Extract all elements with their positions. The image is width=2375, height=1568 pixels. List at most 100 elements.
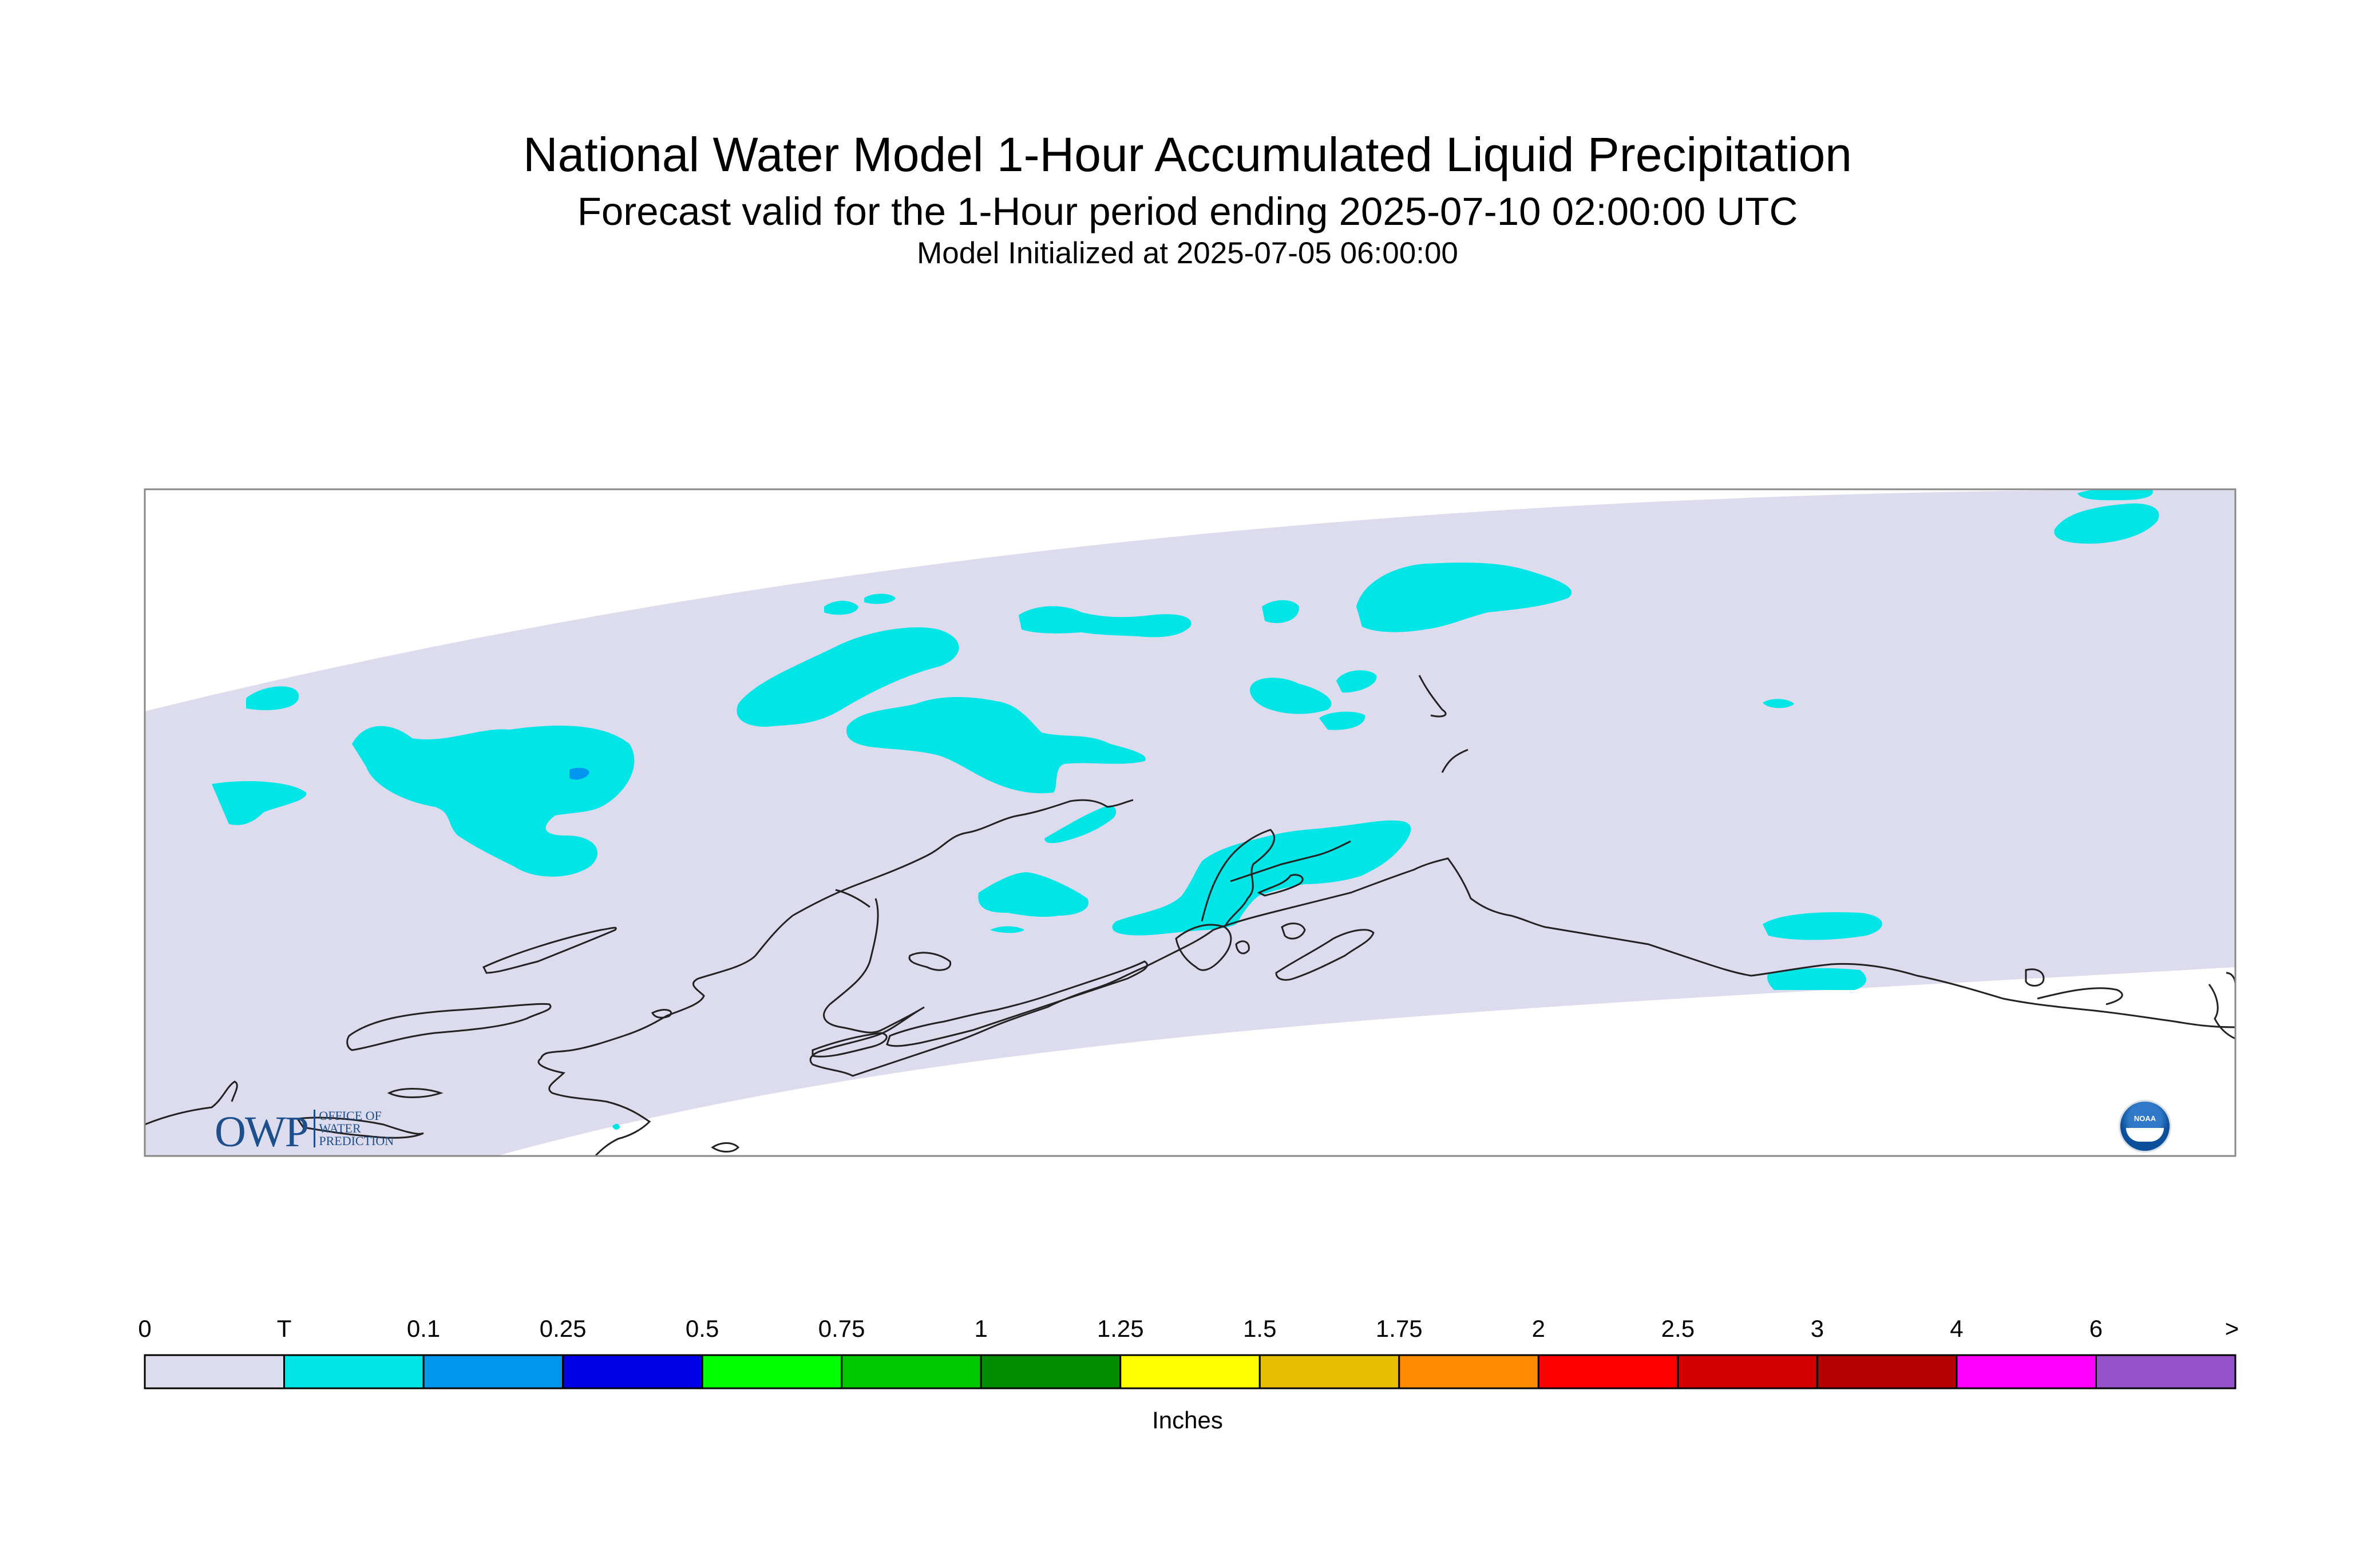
precip-area-light <box>569 767 589 780</box>
precip-area <box>1319 711 1365 730</box>
coastline <box>908 952 952 971</box>
noaa-logo-wave <box>2126 1128 2164 1142</box>
coastline <box>1418 675 1447 718</box>
precip-area <box>1336 670 1377 693</box>
coastline <box>537 1058 651 1156</box>
legend-tick-label: 1 <box>974 1315 988 1342</box>
coastline <box>1275 929 1375 981</box>
coastline <box>1213 857 2235 1028</box>
legend-color-box <box>1258 1354 1400 1389</box>
precip-area <box>1019 606 1192 638</box>
legend-color-box <box>841 1354 982 1389</box>
precip-area <box>978 872 1088 917</box>
coastline <box>1257 874 1304 897</box>
noaa-logo: NOAA <box>2119 1100 2171 1153</box>
precip-area <box>737 627 959 727</box>
legend-tick-label: 0.25 <box>539 1315 587 1342</box>
chart-title: National Water Model 1-Hour Accumulated … <box>522 128 1852 181</box>
precip-area <box>352 725 635 877</box>
coastline <box>1281 922 1306 940</box>
coastline <box>809 898 1214 1077</box>
precip-area <box>1763 699 1794 708</box>
coastline <box>346 1003 552 1051</box>
chart-subtitle: Forecast valid for the 1-Hour period end… <box>577 189 1798 233</box>
precip-area <box>824 600 858 615</box>
precip-area <box>1112 820 1411 936</box>
coastline <box>145 1080 238 1126</box>
precip-area <box>1767 968 1866 990</box>
precip-area <box>246 686 299 710</box>
legend-color-box <box>1956 1354 2097 1389</box>
legend-color-box <box>980 1354 1122 1389</box>
precip-area <box>212 781 307 825</box>
coastline <box>835 889 870 908</box>
legend-tick-label: 3 <box>1810 1315 1824 1342</box>
owp-logo-subtext: OFFICE OF WATER PREDICTION <box>314 1110 394 1147</box>
color-legend <box>144 1354 2237 1389</box>
legend-tick-label: > <box>2224 1315 2239 1342</box>
legend-tick-label: 0.1 <box>406 1315 441 1342</box>
coastline <box>2226 972 2235 985</box>
coastline <box>2025 968 2045 987</box>
coastline <box>1201 829 1275 928</box>
precip-trace-areas <box>212 489 2159 1130</box>
legend-color-box <box>2095 1354 2237 1389</box>
owp-logo-text: OWP <box>215 1108 309 1156</box>
precip-area <box>846 697 1146 794</box>
legend-tick-label: 2 <box>1531 1315 1546 1342</box>
coastline <box>711 1142 740 1153</box>
map-frame <box>144 488 2237 1157</box>
coastline <box>296 1116 424 1139</box>
legend-units-label: Inches <box>1152 1407 1223 1434</box>
precip-area <box>1356 563 1572 632</box>
coastline <box>482 926 617 974</box>
legend-tick-label: 0 <box>138 1315 152 1342</box>
coastline <box>2037 987 2123 1005</box>
legend-color-box <box>1816 1354 1958 1389</box>
coastline <box>886 960 1149 1047</box>
legend-color-box <box>1398 1354 1539 1389</box>
legend-color-box <box>283 1354 425 1389</box>
coastline <box>1175 924 1232 971</box>
coastline <box>792 799 1134 917</box>
precip-area <box>1044 805 1117 844</box>
legend-color-box <box>701 1354 843 1389</box>
chart-init-time: Model Initialized at 2025-07-05 06:00:00 <box>917 236 1458 270</box>
coastline <box>651 1009 672 1019</box>
coastline <box>387 1088 444 1098</box>
legend-color-box <box>144 1354 286 1389</box>
coastline <box>812 1032 888 1058</box>
legend-tick-label: 1.75 <box>1375 1315 1423 1342</box>
coastline <box>540 914 793 1059</box>
precip-area <box>990 926 1024 933</box>
legend-color-box <box>1119 1354 1261 1389</box>
legend-tick-label: T <box>276 1315 292 1342</box>
precip-area <box>1262 600 1300 623</box>
legend-color-box <box>422 1354 564 1389</box>
legend-color-box <box>1537 1354 1679 1389</box>
precip-area <box>2054 503 2159 544</box>
precip-area <box>1763 912 1882 940</box>
noaa-logo-text: NOAA <box>2133 1114 2156 1123</box>
precip-area <box>1250 678 1332 714</box>
legend-color-box <box>1677 1354 1818 1389</box>
legend-tick-label: 0.75 <box>818 1315 865 1342</box>
precip-area <box>2077 489 2153 501</box>
owp-logo: OWP OFFICE OF WATER PREDICTION <box>215 1107 394 1157</box>
legend-tick-label: 6 <box>2089 1315 2103 1342</box>
legend-tick-label: 0.5 <box>685 1315 719 1342</box>
coastline <box>1441 749 1468 773</box>
legend-tick-label: 1.5 <box>1243 1315 1277 1342</box>
legend-tick-label: 4 <box>1950 1315 1964 1342</box>
legend-tick-label: 2.5 <box>1661 1315 1695 1342</box>
coastline <box>1230 840 1351 882</box>
legend-color-box <box>562 1354 703 1389</box>
precip-area <box>612 1123 620 1130</box>
coastlines <box>145 675 2235 1156</box>
model-domain <box>145 489 2235 1156</box>
precip-area <box>864 593 896 604</box>
legend-tick-label: 1.25 <box>1097 1315 1144 1342</box>
precip-light-areas <box>569 767 589 780</box>
coastline <box>2208 984 2235 1040</box>
